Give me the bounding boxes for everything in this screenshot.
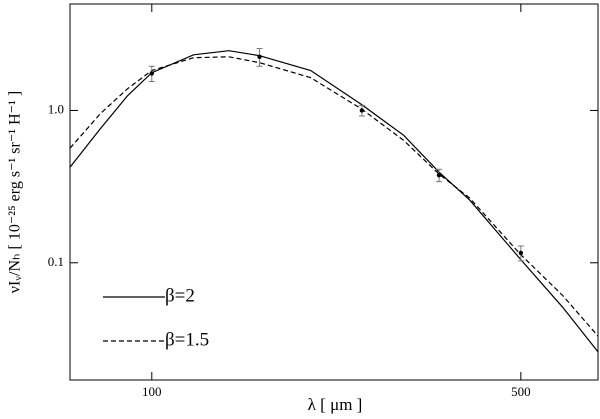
data-point: [436, 172, 442, 178]
y-axis-label: νIᵥ/Nₕ [ 10⁻²⁵ erg s⁻¹ sr⁻¹ H⁻¹ ]: [7, 91, 24, 293]
y-tick-label: 1.0: [48, 101, 64, 116]
curve: [69, 56, 599, 337]
plot-frame: [69, 3, 599, 381]
x-tick-label: 500: [511, 384, 531, 399]
legend-label: β=1.5: [165, 329, 209, 350]
data-point: [257, 54, 262, 60]
x-axis-label: λ [ μm ]: [308, 395, 363, 414]
data-point: [149, 71, 154, 76]
data-point: [518, 250, 524, 256]
data-point: [359, 108, 365, 113]
legend-label: β=2: [165, 285, 195, 306]
x-tick-label: 100: [142, 384, 162, 399]
y-tick-label: 0.1: [48, 254, 64, 269]
curve: [69, 50, 599, 353]
